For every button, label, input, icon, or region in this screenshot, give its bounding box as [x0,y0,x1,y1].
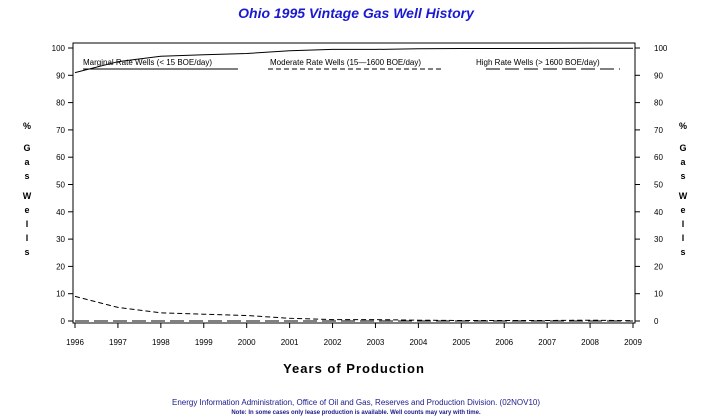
y-axis-right: 0 10 20 30 40 50 60 70 80 90 100 [635,44,668,326]
x-tick-label: 2004 [409,338,427,347]
y-label-letter-left: e [24,205,29,215]
y-label-letter-left: l [26,233,29,243]
y-label-letter-left: l [26,219,29,229]
x-tick-label: 2009 [624,338,642,347]
y-axis-left: 0 10 20 30 40 50 60 70 80 90 100 [52,44,73,326]
y-label-letter-left: % [23,121,31,131]
y-tick-label-left: 20 [56,262,65,271]
x-axis-label: Years of Production [283,361,425,376]
y-tick-label-left: 30 [56,235,65,244]
y-tick-label-right: 10 [654,290,663,299]
chart-title: Ohio 1995 Vintage Gas Well History [238,5,475,21]
x-tick-label: 2002 [324,338,342,347]
y-label-letter-left: G [23,143,30,153]
plot-frame [72,42,636,324]
y-tick-label-right: 50 [654,181,663,190]
x-tick-label: 1996 [66,338,84,347]
y-label-letter-right: e [680,205,685,215]
y-tick-label-right: 70 [654,126,663,135]
footer-source: Energy Information Administration, Offic… [172,398,540,407]
y-tick-label-right: 20 [654,262,663,271]
y-label-letter-right: a [680,157,686,167]
y-label-letter-left: a [24,157,30,167]
y-tick-label-right: 30 [654,235,663,244]
legend: Marginal Rate Wells (< 15 BOE/day) Modera… [83,58,620,70]
x-tick-label: 2000 [238,338,256,347]
y-tick-label-left: 80 [56,99,65,108]
y-label-letter-right: l [682,233,685,243]
legend-entry-2: Moderate Rate Wells (15—1600 BOE/day) [270,58,421,67]
legend-entry-1: Marginal Rate Wells (< 15 BOE/day) [83,58,212,67]
y-label-letter-right: G [679,143,686,153]
y-label-letter-left: s [24,171,29,181]
y-tick-label-left: 60 [56,153,65,162]
y-tick-label-right: 60 [654,153,663,162]
x-tick-label: 2006 [495,338,513,347]
legend-entry-3: High Rate Wells (> 1600 BOE/day) [476,58,600,67]
x-tick-label: 2001 [281,338,299,347]
x-tick-label: 2007 [538,338,556,347]
y-label-letter-right: s [680,171,685,181]
y-tick-label-left: 70 [56,126,65,135]
footer-note: Note: In some cases only lease productio… [231,410,481,416]
y-label-letter-right: s [680,247,685,257]
y-tick-label-right: 40 [654,208,663,217]
y-tick-label-left: 40 [56,208,65,217]
y-label-letter-left: W [23,191,32,201]
y-tick-label-left: 100 [52,44,66,53]
series-layer [74,47,634,322]
y-tick-label-left: 0 [61,317,66,326]
y-label-letter-right: W [679,191,688,201]
x-tick-label: 1998 [152,338,170,347]
x-tick-label: 1999 [195,338,213,347]
x-tick-label: 2008 [581,338,599,347]
y-tick-label-right: 100 [654,44,668,53]
y-tick-label-right: 90 [654,71,663,80]
series-line-1 [74,47,633,74]
y-tick-label-left: 10 [56,290,65,299]
y-label-letter-right: % [679,121,687,131]
y-tick-label-right: 0 [654,317,659,326]
y-tick-label-right: 80 [654,99,663,108]
y-label-letter-right: l [682,219,685,229]
x-tick-label: 2003 [367,338,385,347]
y-tick-label-left: 90 [56,71,65,80]
x-axis: 1996 1997 1998 1999 2000 2001 2002 2003 2004 2005… [66,323,642,347]
x-tick-label: 2005 [452,338,470,347]
x-tick-label: 1997 [109,338,127,347]
y-tick-label-left: 50 [56,181,65,190]
y-label-letter-left: s [24,247,29,257]
series-line-2 [74,295,634,322]
